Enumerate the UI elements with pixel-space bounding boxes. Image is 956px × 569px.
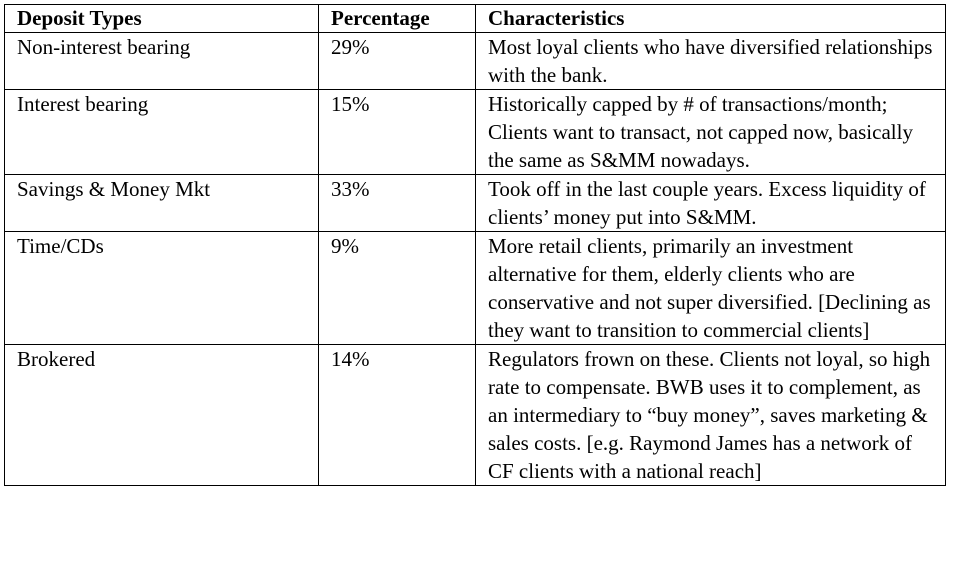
deposit-types-table: Deposit Types Percentage Characteristics… bbox=[4, 4, 946, 486]
percentage-cell: 29% bbox=[318, 32, 476, 90]
characteristics-cell: Took off in the last couple years. Exces… bbox=[475, 174, 946, 232]
deposit-type-cell: Time/CDs bbox=[4, 231, 319, 345]
header-deposit-types: Deposit Types bbox=[4, 4, 319, 33]
table-row: Interest bearing 15% Historically capped… bbox=[4, 89, 946, 175]
header-percentage: Percentage bbox=[318, 4, 476, 33]
header-characteristics: Characteristics bbox=[475, 4, 946, 33]
table-row: Non-interest bearing 29% Most loyal clie… bbox=[4, 32, 946, 90]
characteristics-cell: Historically capped by # of transactions… bbox=[475, 89, 946, 175]
characteristics-cell: Most loyal clients who have diversified … bbox=[475, 32, 946, 90]
percentage-cell: 33% bbox=[318, 174, 476, 232]
characteristics-cell: More retail clients, primarily an invest… bbox=[475, 231, 946, 345]
table-row: Time/CDs 9% More retail clients, primari… bbox=[4, 231, 946, 345]
table-row: Brokered 14% Regulators frown on these. … bbox=[4, 344, 946, 486]
percentage-cell: 14% bbox=[318, 344, 476, 486]
deposit-type-cell: Non-interest bearing bbox=[4, 32, 319, 90]
table-header-row: Deposit Types Percentage Characteristics bbox=[4, 4, 946, 33]
characteristics-cell: Regulators frown on these. Clients not l… bbox=[475, 344, 946, 486]
deposit-type-cell: Brokered bbox=[4, 344, 319, 486]
deposit-type-cell: Interest bearing bbox=[4, 89, 319, 175]
deposit-type-cell: Savings & Money Mkt bbox=[4, 174, 319, 232]
table-row: Savings & Money Mkt 33% Took off in the … bbox=[4, 174, 946, 232]
percentage-cell: 15% bbox=[318, 89, 476, 175]
percentage-cell: 9% bbox=[318, 231, 476, 345]
